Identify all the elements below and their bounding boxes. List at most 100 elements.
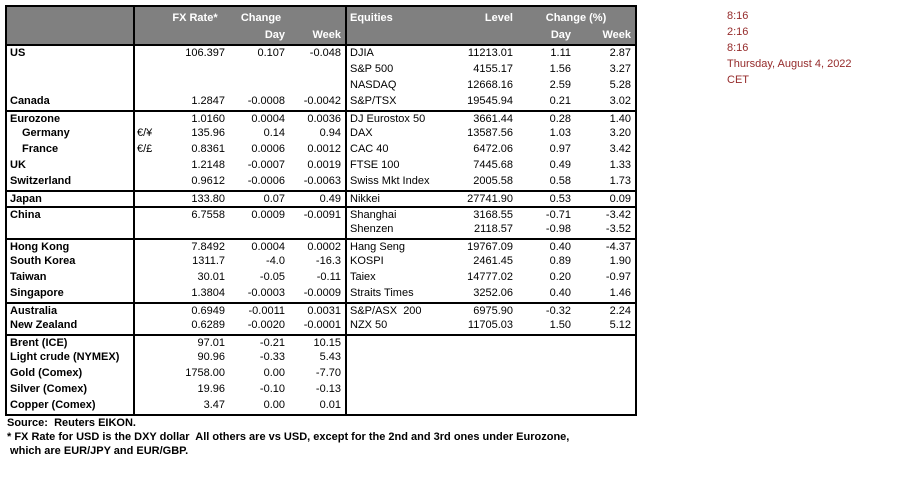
fx-symbol-cell: [135, 208, 161, 222]
fx-rate-cell: 0.9612: [191, 175, 225, 187]
fx-week-cell: [289, 222, 347, 238]
eq-day-cell: 1.50: [549, 319, 571, 331]
fx-day-cell: -0.0020: [247, 319, 285, 331]
footnote-line-2: which are EUR/JPY and EUR/GBP.: [7, 445, 189, 457]
eq-name-cell: Shanghai: [350, 209, 397, 221]
fx-week-cell: 0.0012: [289, 142, 347, 158]
eq-day-cell: [517, 366, 575, 382]
eq-week-cell: -3.42: [605, 209, 631, 221]
eq-name-cell: [347, 366, 459, 382]
table-row: Brent (ICE) 97.01 -0.21 10.15: [7, 334, 635, 350]
fx-week-cell: 0.94: [289, 126, 347, 142]
fx-name-header-cell: [7, 7, 135, 28]
table-row: Silver (Comex) 19.96 -0.10 -0.13: [7, 382, 635, 398]
eq-name-cell: [347, 398, 459, 414]
fx-name-cell: [7, 62, 135, 78]
fx-symbol-header-cell: [135, 7, 161, 28]
eq-name-cell: Nikkei: [350, 193, 380, 205]
eq-week-cell: [575, 336, 635, 350]
fx-rate-cell: 19.96: [197, 383, 225, 395]
fx-name-cell: France: [7, 142, 135, 158]
fx-name-cell: Taiwan: [7, 270, 135, 286]
eq-day-cell: 2.59: [549, 79, 571, 91]
fx-symbol-cell: [135, 78, 161, 94]
fx-symbol-cell: [135, 366, 161, 382]
eq-level-cell: 11705.03: [467, 319, 513, 331]
fx-week-cell: 0.01: [289, 398, 347, 414]
table-row: Switzerland 0.9612 -0.0006 -0.0063 Swiss Mkt…: [7, 174, 635, 190]
time-local-2: 2:16: [727, 26, 749, 38]
fx-name-cell: Australia: [7, 304, 135, 318]
table-row: New Zealand 0.6289 -0.0020 -0.0001 NZX 50 117…: [7, 318, 635, 334]
eq-level-cell: [459, 382, 517, 398]
eq-name-cell: DJ Eurostox 50: [350, 113, 426, 125]
timezone-label: CET: [727, 74, 749, 86]
eq-day-header: Day: [550, 29, 571, 41]
eq-level-cell: 2461.45: [473, 255, 513, 267]
eq-week-cell: 1.46: [609, 287, 631, 299]
fx-day-cell: [229, 62, 289, 78]
eq-day-cell: -0.32: [545, 305, 571, 317]
fx-day-cell: -0.0008: [247, 95, 285, 107]
eq-week-header: Week: [602, 29, 631, 41]
fx-rate-cell: 106.397: [185, 47, 225, 59]
fx-symbol-cell: [135, 240, 161, 254]
eq-name-cell: S&P/ASX 200: [350, 305, 422, 317]
fx-name-cell: Switzerland: [7, 174, 135, 190]
fx-name-cell: Gold (Comex): [7, 366, 135, 382]
fx-week-cell: 0.0019: [289, 158, 347, 174]
fx-name-cell: South Korea: [7, 254, 135, 270]
footnotes: Source: Reuters EIKON. * FX Rate for USD…: [7, 416, 569, 458]
eq-name-cell: NASDAQ: [350, 79, 397, 91]
date-line: Thursday, August 4, 2022: [727, 58, 852, 70]
eq-day-cell: 1.03: [549, 127, 571, 139]
fx-day-cell: [229, 222, 289, 238]
eq-name-cell: Swiss Mkt Index: [350, 175, 430, 187]
fx-symbol-cell: €/¥: [137, 127, 153, 139]
fx-week-cell: 0.0031: [289, 304, 347, 318]
fx-day-cell: -4.0: [266, 255, 285, 267]
eq-level-cell: 3168.55: [473, 209, 513, 221]
table-row: France €/£ 0.8361 0.0006 0.0012 CAC 40 6472.06…: [7, 142, 635, 158]
fx-name-cell: Eurozone: [7, 112, 135, 126]
fx-symbol-cell: €/£: [137, 143, 153, 155]
fx-symbol-cell: [135, 270, 161, 286]
eq-week-cell: 3.02: [609, 95, 631, 107]
fx-day-cell: 0.0006: [251, 143, 285, 155]
fx-day-header: Day: [264, 29, 285, 41]
fx-name-cell: [7, 78, 135, 94]
fx-day-cell: 0.107: [257, 47, 285, 59]
fx-name-cell: Light crude (NYMEX): [7, 350, 135, 366]
eq-day-cell: -0.98: [545, 223, 571, 235]
table-row: Australia 0.6949 -0.0011 0.0031 S&P/ASX 200 6…: [7, 302, 635, 318]
fx-week-cell: -0.048: [289, 46, 347, 62]
eq-day-cell: 0.97: [549, 143, 571, 155]
fx-day-cell: -0.0011: [248, 305, 286, 317]
table-row: Shenzen 2118.57 -0.98 -3.52: [7, 222, 635, 238]
eq-day-cell: [517, 382, 575, 398]
eq-name-cell: S&P/TSX: [350, 95, 397, 107]
eq-week-cell: 3.27: [609, 63, 631, 75]
fx-day-cell: [229, 78, 289, 94]
eq-week-cell: -3.52: [605, 223, 631, 235]
fx-name-cell: Hong Kong: [7, 240, 135, 254]
fx-symbol-cell: [135, 192, 161, 206]
fx-symbol-cell: [135, 62, 161, 78]
fx-symbol-cell: [135, 398, 161, 414]
fx-rate-cell: 30.01: [197, 271, 225, 283]
eq-week-cell: 3.20: [609, 127, 631, 139]
fx-rate-cell: 3.47: [203, 399, 225, 411]
eq-day-cell: [517, 398, 575, 414]
eq-day-cell: 0.53: [549, 193, 571, 205]
eq-week-cell: 1.33: [609, 159, 631, 171]
fx-day-cell: -0.0007: [247, 159, 285, 171]
fx-week-cell: 0.49: [289, 192, 347, 206]
eq-level-cell: 4155.17: [473, 63, 513, 75]
eq-name-cell: Taiex: [350, 271, 376, 283]
table-row: China 6.7558 0.0009 -0.0091 Shanghai 3168.55 -…: [7, 206, 635, 222]
fx-name-cell: Silver (Comex): [7, 382, 135, 398]
fx-week-cell: -0.13: [289, 382, 347, 398]
table-row: Germany €/¥ 135.96 0.14 0.94 DAX 13587.56 1.03 3…: [7, 126, 635, 142]
eq-day-cell: 1.56: [549, 63, 571, 75]
fx-day-cell: 0.0004: [251, 241, 285, 253]
